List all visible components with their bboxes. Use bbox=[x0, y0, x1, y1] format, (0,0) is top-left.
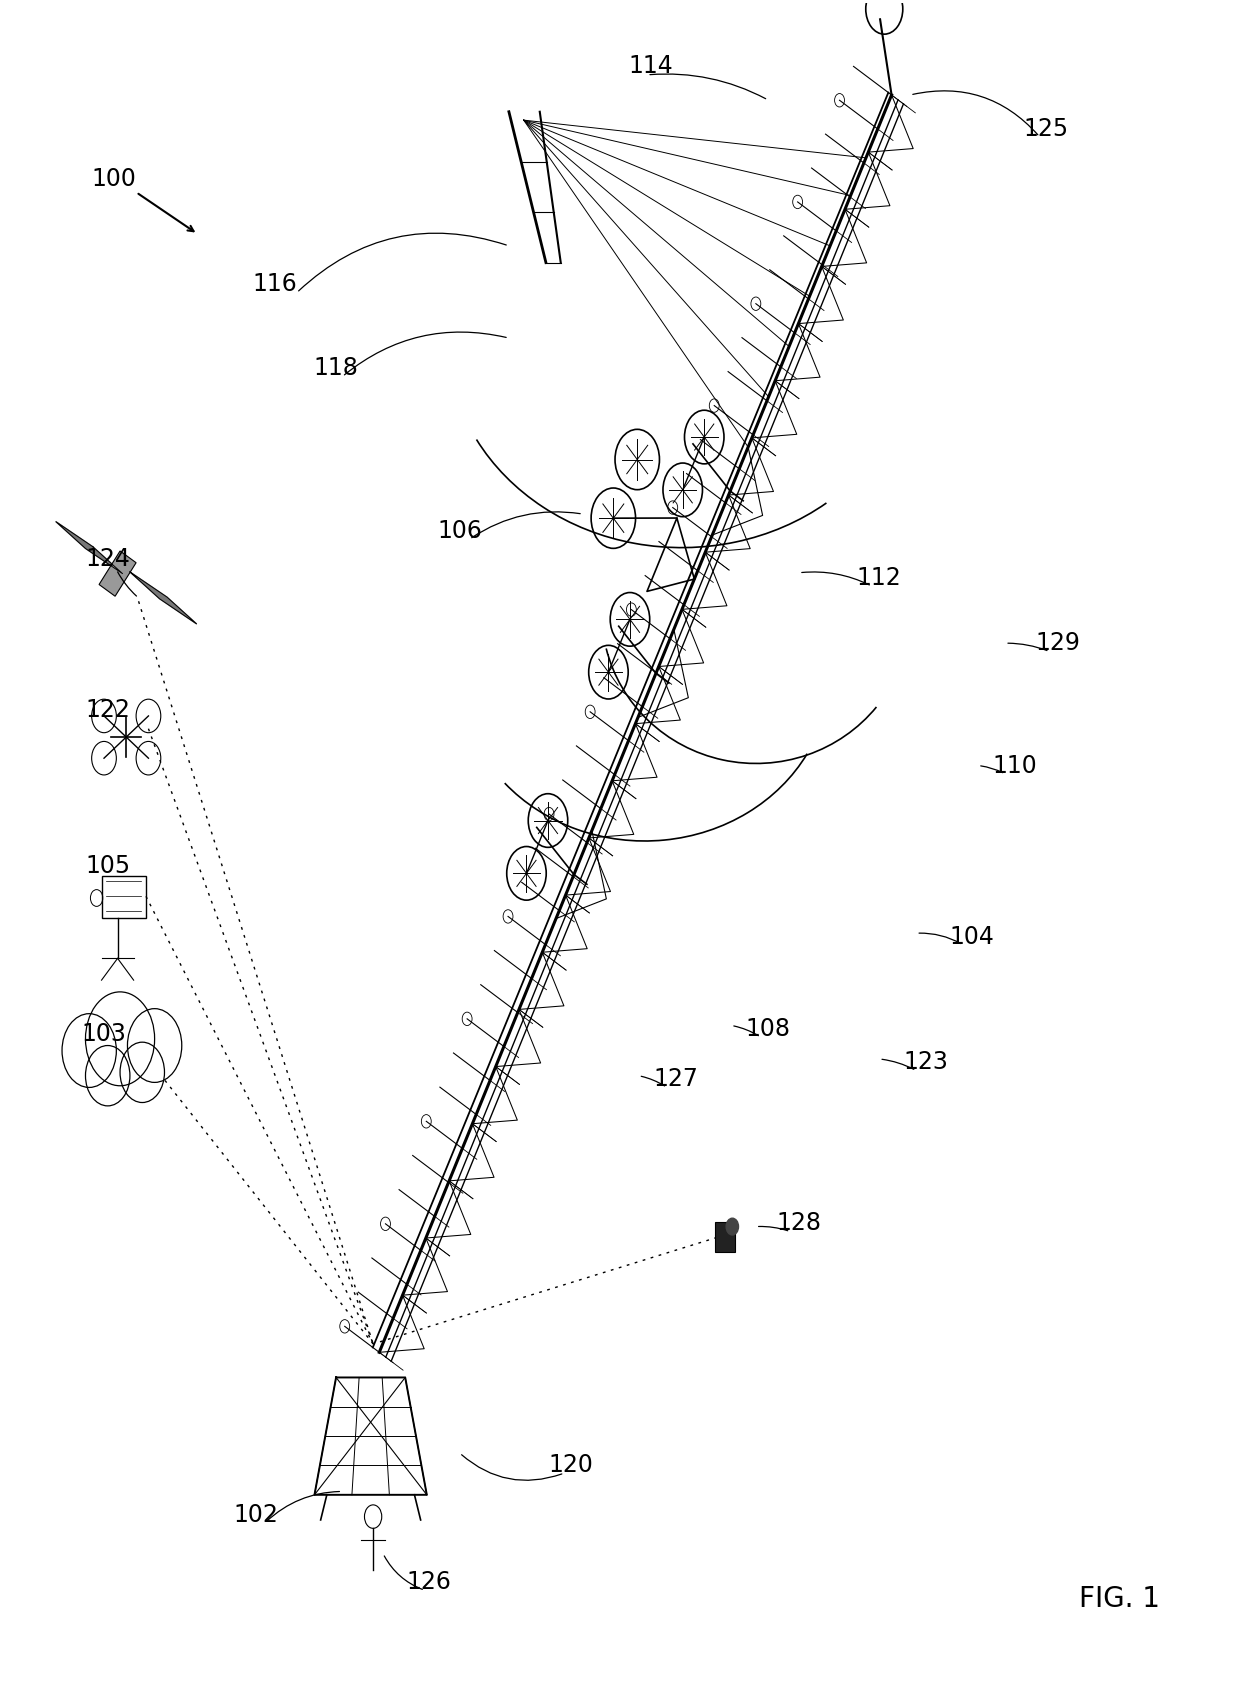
Polygon shape bbox=[99, 552, 136, 595]
Text: 122: 122 bbox=[86, 698, 130, 722]
Text: 104: 104 bbox=[950, 925, 994, 949]
Polygon shape bbox=[56, 521, 123, 574]
Text: FIG. 1: FIG. 1 bbox=[1080, 1584, 1161, 1613]
Bar bbox=[102, 876, 146, 918]
Circle shape bbox=[727, 1218, 739, 1235]
Text: 112: 112 bbox=[857, 565, 901, 590]
Circle shape bbox=[86, 992, 155, 1087]
Text: 110: 110 bbox=[993, 754, 1038, 777]
Polygon shape bbox=[130, 572, 197, 624]
Bar bbox=[715, 1221, 735, 1251]
Text: 105: 105 bbox=[86, 854, 130, 878]
Circle shape bbox=[62, 1014, 117, 1088]
Text: 116: 116 bbox=[252, 272, 296, 296]
Text: 128: 128 bbox=[776, 1211, 821, 1235]
Text: 106: 106 bbox=[436, 518, 482, 543]
Text: 126: 126 bbox=[407, 1569, 451, 1595]
Text: 118: 118 bbox=[314, 357, 358, 380]
Text: 125: 125 bbox=[1023, 116, 1069, 141]
Text: 124: 124 bbox=[86, 547, 130, 572]
Text: 108: 108 bbox=[745, 1016, 791, 1041]
Text: 123: 123 bbox=[904, 1050, 949, 1075]
Text: 103: 103 bbox=[82, 1021, 126, 1046]
Text: 127: 127 bbox=[653, 1066, 698, 1092]
Text: 100: 100 bbox=[92, 167, 136, 190]
Text: 120: 120 bbox=[548, 1453, 593, 1477]
Circle shape bbox=[86, 1046, 130, 1105]
Circle shape bbox=[120, 1043, 165, 1102]
Circle shape bbox=[128, 1009, 182, 1083]
Text: 129: 129 bbox=[1035, 631, 1081, 656]
Text: 114: 114 bbox=[629, 54, 673, 79]
Text: 102: 102 bbox=[233, 1504, 278, 1527]
